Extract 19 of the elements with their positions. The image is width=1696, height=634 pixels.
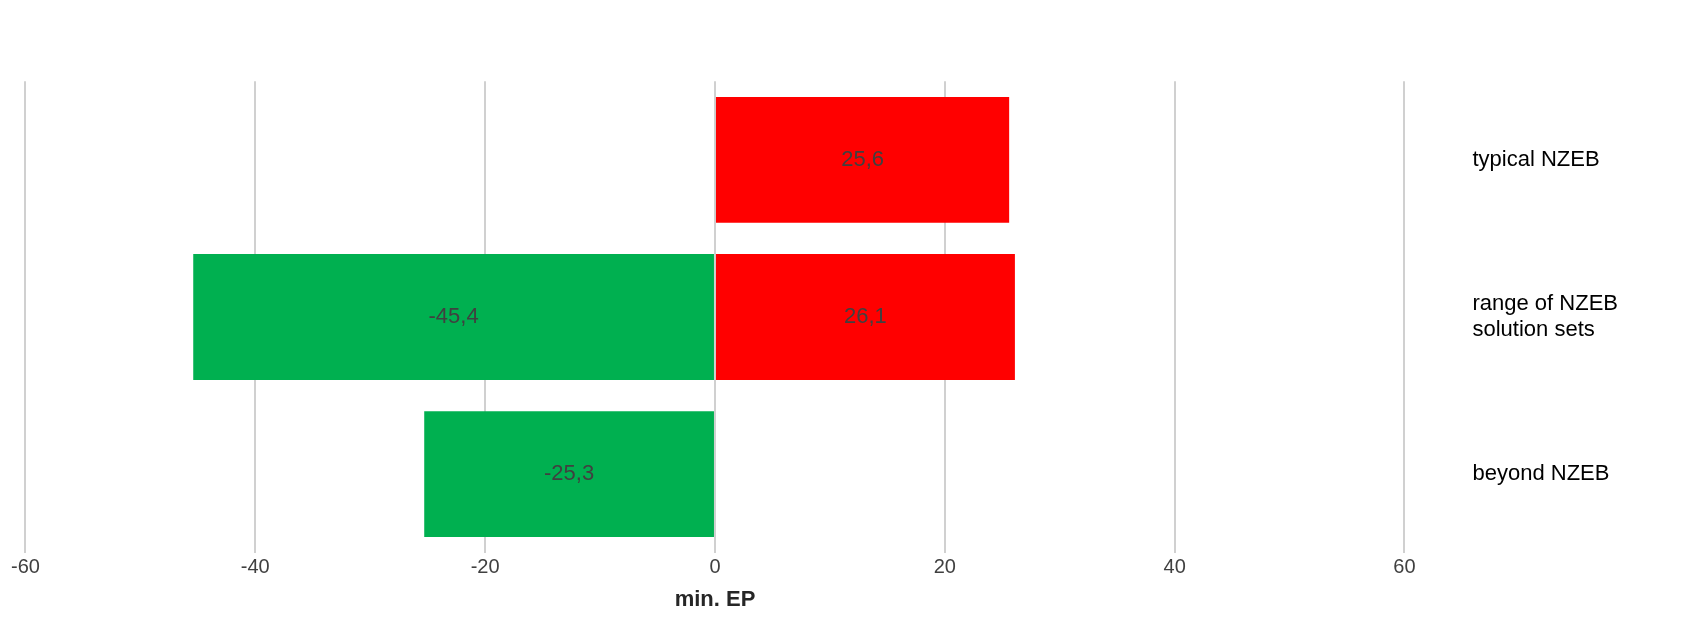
x-tick-label: 0 bbox=[709, 555, 721, 578]
x-axis-title: min. EP bbox=[674, 586, 756, 612]
data-label: -45,4 bbox=[428, 303, 479, 329]
x-tick-label: -60 bbox=[11, 555, 40, 578]
bar bbox=[715, 254, 1015, 380]
x-tick-label: 40 bbox=[1163, 555, 1186, 578]
data-label: 26,1 bbox=[844, 303, 887, 329]
x-tick-label: -40 bbox=[240, 555, 270, 578]
data-label: 25,6 bbox=[841, 145, 884, 171]
bar bbox=[424, 411, 714, 538]
y-tick-label: typical NZEB bbox=[1472, 145, 1600, 171]
data-label: -25,3 bbox=[544, 460, 595, 486]
y-tick-label: beyond NZEB bbox=[1472, 460, 1610, 486]
x-tick-label: 60 bbox=[1393, 555, 1416, 578]
bar bbox=[193, 254, 714, 380]
y-tick-label: range of NZEB solution sets bbox=[1472, 289, 1618, 342]
bar bbox=[715, 96, 1010, 223]
x-tick-label: 20 bbox=[933, 555, 956, 578]
x-tick-label: -20 bbox=[470, 555, 500, 578]
